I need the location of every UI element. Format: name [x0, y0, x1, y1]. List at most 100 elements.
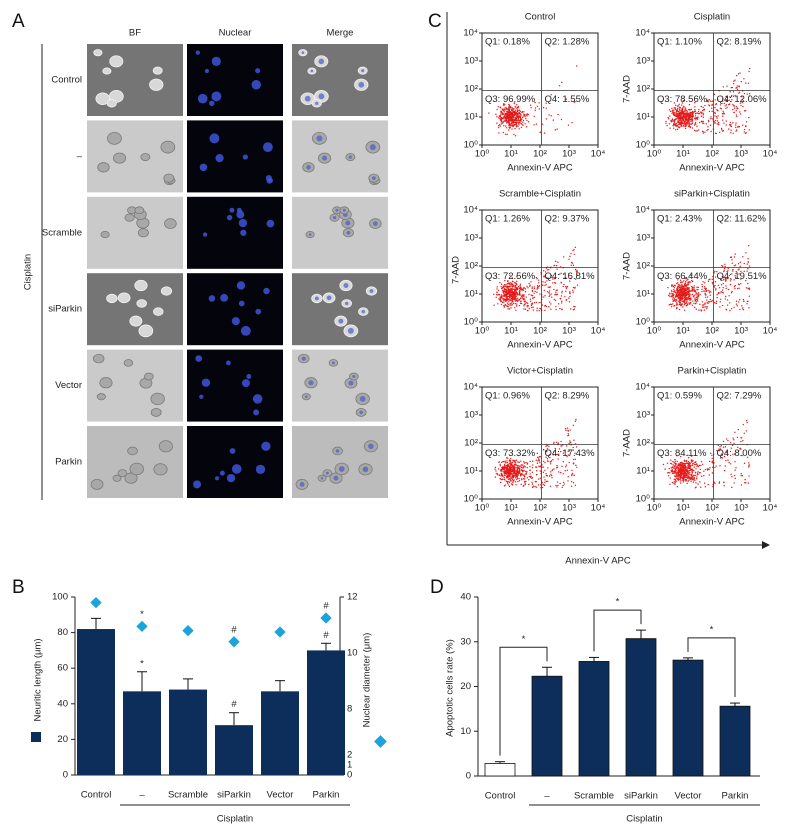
event	[531, 486, 534, 488]
event	[690, 464, 692, 467]
event	[703, 474, 705, 477]
event	[736, 88, 739, 91]
event	[734, 477, 736, 480]
event	[680, 466, 682, 469]
event	[706, 468, 709, 470]
event	[678, 119, 681, 121]
event	[558, 448, 561, 450]
event	[677, 105, 680, 107]
y-tick-label: 10⁰	[464, 140, 479, 151]
quadrant-label: Q4: 17.43%	[544, 448, 595, 459]
event	[561, 465, 563, 467]
event	[574, 458, 576, 461]
event	[693, 476, 696, 479]
event	[502, 121, 504, 124]
event	[687, 114, 689, 117]
event	[512, 123, 514, 125]
x-tick-label: Vector	[675, 791, 702, 802]
event	[724, 465, 726, 467]
event	[737, 428, 740, 431]
event	[689, 294, 691, 296]
event	[529, 465, 531, 468]
event	[505, 127, 508, 129]
event	[672, 460, 674, 463]
event	[701, 285, 704, 288]
event	[519, 470, 521, 473]
event	[687, 117, 690, 119]
x-tick-label: siParkin	[624, 791, 658, 802]
event	[715, 302, 718, 305]
event	[561, 292, 563, 294]
event	[678, 123, 681, 125]
quadrant-label: Q2: 8.19%	[716, 37, 761, 48]
event	[679, 475, 682, 478]
bar	[215, 725, 253, 775]
event	[735, 130, 737, 132]
event	[731, 273, 733, 275]
event	[535, 301, 538, 304]
event	[682, 301, 685, 303]
event	[575, 418, 577, 421]
event	[503, 110, 505, 112]
event	[728, 128, 730, 130]
event	[572, 309, 574, 311]
event	[681, 287, 684, 290]
cell	[117, 469, 128, 478]
nucleus	[306, 165, 311, 170]
event	[702, 122, 704, 124]
event	[522, 464, 524, 466]
event	[525, 473, 527, 475]
event	[512, 118, 515, 120]
event	[730, 129, 732, 131]
event	[525, 126, 528, 128]
event	[674, 300, 677, 302]
event	[510, 467, 512, 469]
event	[520, 115, 522, 117]
event	[502, 475, 504, 478]
event	[499, 296, 501, 298]
event	[674, 123, 677, 125]
event	[514, 300, 517, 302]
event	[678, 283, 680, 286]
event	[674, 295, 677, 298]
nucleus	[261, 441, 271, 451]
event	[678, 474, 681, 476]
event	[539, 484, 542, 486]
event	[703, 309, 706, 311]
event	[706, 299, 708, 301]
event	[748, 265, 751, 267]
event	[514, 306, 516, 309]
event	[531, 471, 534, 474]
event	[688, 280, 690, 283]
event	[574, 100, 576, 103]
event	[686, 284, 688, 286]
marker	[274, 626, 286, 638]
event	[500, 303, 503, 306]
event	[704, 104, 706, 107]
event	[708, 292, 711, 294]
quadrant-label: Q4: 19.51%	[716, 271, 767, 282]
event	[506, 469, 509, 471]
event	[518, 477, 520, 480]
event	[538, 465, 540, 467]
event	[514, 302, 517, 305]
event	[512, 460, 515, 462]
x-axis-title: Annexin-V APC	[507, 517, 573, 528]
event	[510, 480, 512, 482]
event	[725, 100, 727, 103]
event	[520, 464, 522, 466]
event	[722, 119, 724, 121]
event	[738, 287, 740, 289]
quadrant-label: Q3: 78.56%	[657, 94, 708, 105]
event	[667, 475, 670, 477]
event	[688, 466, 690, 468]
event	[740, 270, 742, 273]
event	[688, 113, 690, 116]
event	[695, 482, 697, 484]
event	[499, 470, 502, 472]
x-tick-label: 10⁰	[475, 503, 490, 514]
event	[550, 471, 552, 473]
annotation: #	[323, 630, 329, 641]
event	[529, 469, 531, 471]
panel-letter: B	[12, 577, 25, 598]
